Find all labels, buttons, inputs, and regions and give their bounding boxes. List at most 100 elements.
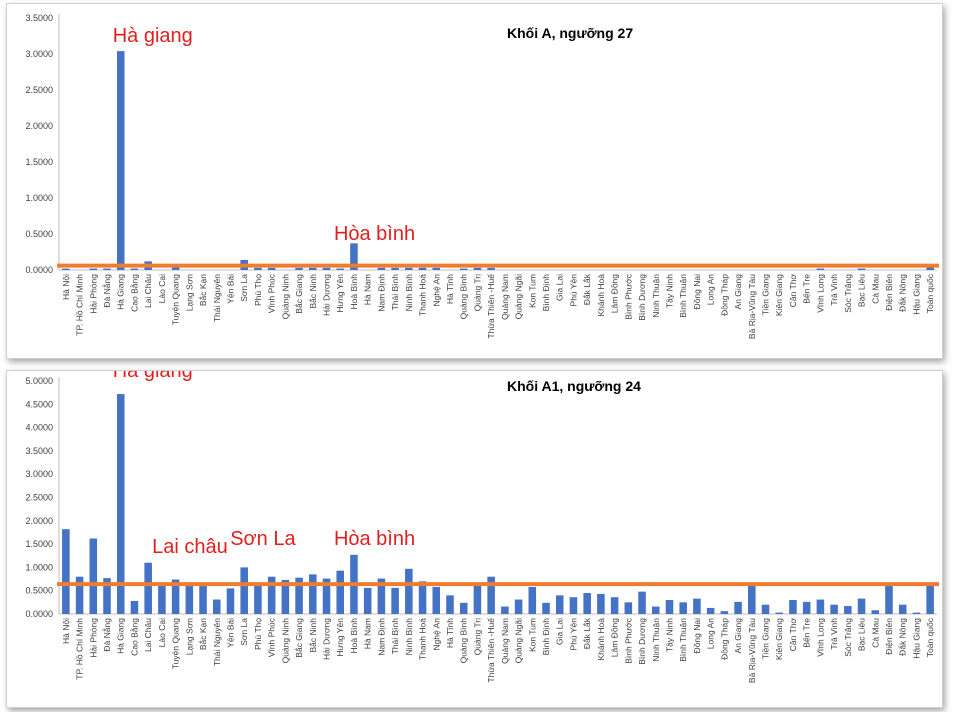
x-tick-label: Thừa Thiên -Huế <box>486 618 496 683</box>
bar <box>185 586 194 614</box>
x-tick-label: Tuyên Quang <box>171 618 181 669</box>
x-tick-label: Kon Tum <box>527 618 537 652</box>
bar <box>254 585 262 614</box>
x-tick-label: Cao Bằng <box>129 618 139 656</box>
bar <box>309 267 317 270</box>
bar <box>473 585 482 614</box>
x-tick-label: Lào Cai <box>157 618 167 647</box>
bar <box>912 612 921 614</box>
x-tick-label: Sóc Trăng <box>843 618 853 657</box>
bar <box>775 612 784 614</box>
x-tick-label: Bình Phước <box>623 617 633 664</box>
x-tick-label: An Giang <box>733 618 743 654</box>
y-tick-label: 4.0000 <box>25 423 53 433</box>
bar <box>171 579 180 614</box>
x-tick-label: Thừa Thiên -Huế <box>486 274 496 339</box>
x-tick-label: Gia Lai <box>555 618 565 645</box>
x-tick-label: Vĩnh Long <box>815 618 825 657</box>
x-tick-label: Đắk Lắk <box>582 617 592 649</box>
x-tick-label: Hà Giang <box>116 618 126 654</box>
x-tick-label: Tuyên Quang <box>171 274 181 325</box>
x-tick-label: Cà Mau <box>870 274 880 304</box>
bar <box>254 267 262 270</box>
x-tick-label: Bến Tre <box>802 274 812 304</box>
x-tick-label: Lạng Sơn <box>184 618 194 656</box>
x-tick-label: Thái Bình <box>390 618 400 655</box>
x-tick-label: Hà Giang <box>116 274 126 310</box>
x-tick-label: Quảng Ngãi <box>514 274 524 319</box>
x-tick-label: Bạc Liêu <box>857 274 867 307</box>
bar <box>116 51 125 271</box>
bar <box>103 578 111 614</box>
bar <box>432 586 441 614</box>
y-tick-label: 1.5000 <box>25 539 53 549</box>
x-tick-label: Lai Châu <box>143 618 153 652</box>
x-tick-label: Vĩnh Phúc <box>267 617 277 657</box>
y-tick-label: 3.5000 <box>25 446 53 456</box>
bar <box>391 587 399 614</box>
y-tick-label: 3.0000 <box>25 469 53 479</box>
x-tick-label: Toàn quốc <box>925 273 935 313</box>
bar <box>350 243 358 270</box>
x-tick-label: Nghệ An <box>431 618 441 651</box>
chart-panel-khoi-a1: 0.0000 0.5000 1.0000 1.5000 2.0000 2.5000 3.00… <box>6 360 943 708</box>
y-tick-label: 0.0000 <box>25 609 53 619</box>
bar <box>281 579 290 614</box>
bar <box>597 593 605 614</box>
x-tick-label: Ninh Thuận <box>651 274 661 318</box>
bar <box>377 578 386 614</box>
y-tick-label: 3.5000 <box>25 13 53 23</box>
bar <box>679 602 687 614</box>
x-tick-label: Vĩnh Phúc <box>267 273 277 313</box>
y-tick-label: 3.0000 <box>25 49 53 59</box>
bar <box>116 394 125 614</box>
x-tick-label: An Giang <box>733 274 743 310</box>
x-tick-label: Long An <box>706 618 716 649</box>
chart-title: Khối A1, ngưỡng 24 <box>507 378 641 394</box>
x-tick-label: Bình Thuận <box>678 618 688 662</box>
x-tick-label: Nam Định <box>376 274 386 312</box>
bar <box>473 267 482 270</box>
x-tick-label: Kon Tum <box>527 274 537 308</box>
x-tick-label: Hà Nội <box>61 274 71 300</box>
bar <box>446 595 454 614</box>
bar <box>802 601 811 614</box>
x-tick-label: Bắc Kạn <box>198 274 208 306</box>
bar <box>583 593 591 614</box>
x-tick-label: Đồng Nai <box>692 274 702 310</box>
annotation-label: Sơn La <box>230 528 296 550</box>
x-tick-label: Hoà Bình <box>349 274 359 310</box>
bar <box>651 606 660 614</box>
bar <box>75 576 84 614</box>
bar <box>926 267 934 270</box>
x-tick-label: Bắc Ninh <box>308 618 318 653</box>
x-tick-label: Lai Châu <box>143 274 153 308</box>
x-tick-label: Ninh Bình <box>404 274 414 312</box>
bar <box>226 588 235 614</box>
bar <box>391 267 399 270</box>
x-tick-label: Quảng Trị <box>472 618 482 655</box>
x-tick-label: Hoà Bình <box>349 618 359 654</box>
x-tick-label: Trà Vinh <box>829 618 839 650</box>
x-tick-label: Long An <box>706 274 716 305</box>
bar <box>501 606 509 614</box>
x-tick-label: Hải Phòng <box>88 274 98 314</box>
annotation-label: Hòa bình <box>334 223 415 245</box>
bar <box>240 567 248 614</box>
x-tick-label: Nghệ An <box>431 274 441 307</box>
x-tick-label: Hà Nội <box>61 618 71 644</box>
x-tick-label: Thái Nguyên <box>212 274 222 322</box>
x-tick-label: Bắc Kạn <box>198 618 208 650</box>
bar <box>103 268 111 270</box>
x-tick-label: Quảng Ngãi <box>514 618 524 663</box>
x-tick-label: Yên Bái <box>225 618 235 648</box>
x-tick-label: Ninh Thuận <box>651 618 661 662</box>
x-tick-label: Sơn La <box>239 274 249 302</box>
bar <box>844 606 852 614</box>
x-tick-label: Bình Thuận <box>678 274 688 318</box>
x-tick-label: Bình Định <box>541 618 551 656</box>
bar <box>377 267 386 270</box>
bar <box>432 267 441 270</box>
x-tick-label: Bà Rịa-Vũng Tàu <box>747 618 757 683</box>
annotation-label: Hòa bình <box>334 528 415 550</box>
